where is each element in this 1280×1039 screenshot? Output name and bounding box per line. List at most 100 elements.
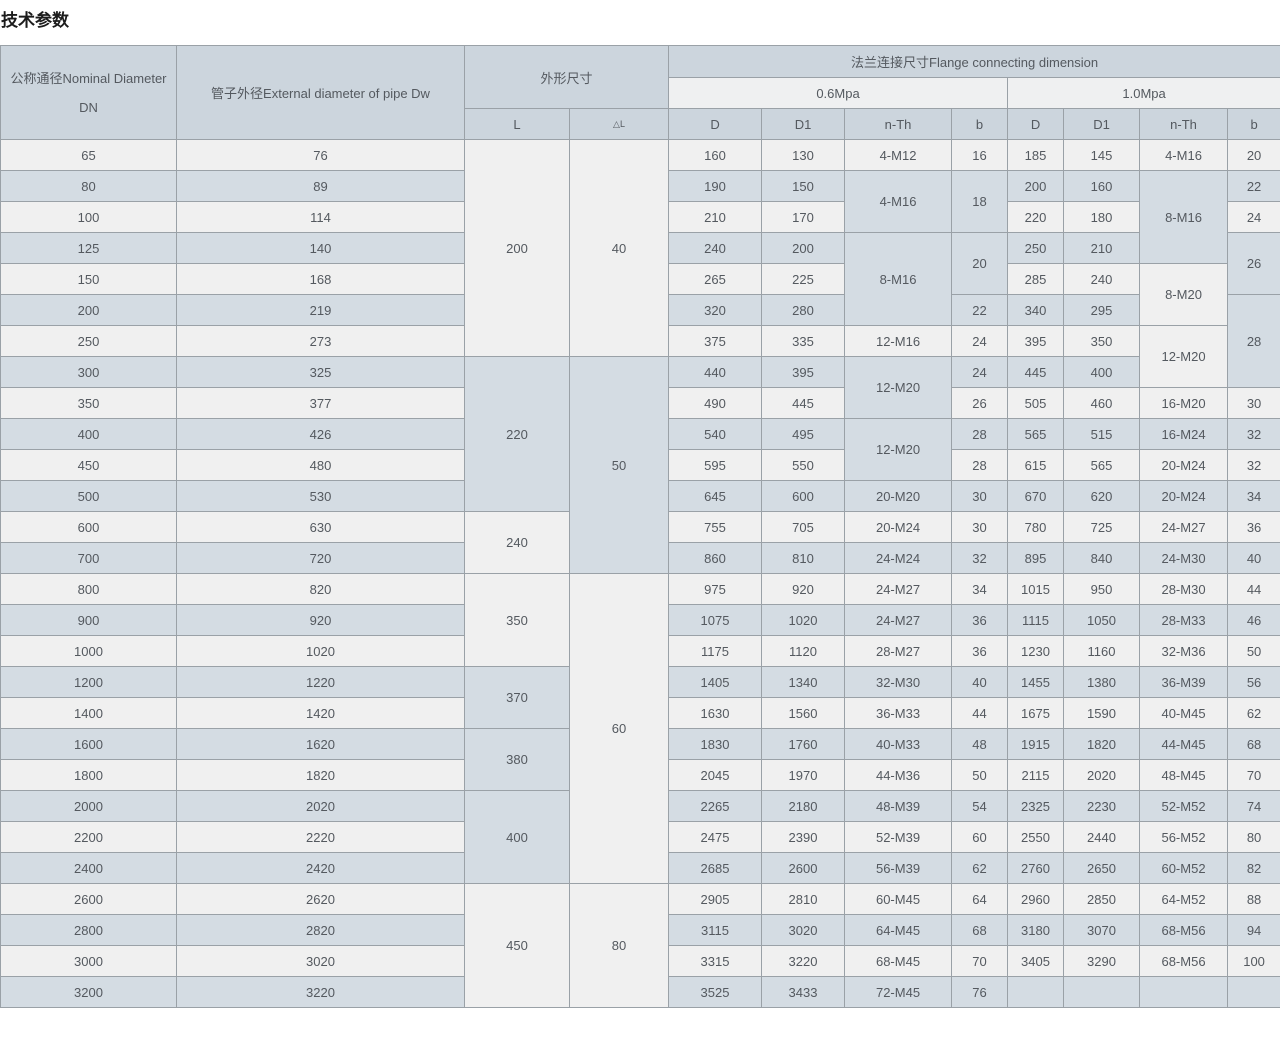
cell-p06-nTh: 68-M45 [845,946,952,977]
cell-p10-D1: 515 [1064,419,1140,450]
cell-p06-D1: 335 [762,326,845,357]
cell-p10-D1: 180 [1064,202,1140,233]
cell-p06-nTh: 44-M36 [845,760,952,791]
cell-dn: 1800 [1,760,177,791]
cell-dw: 219 [177,295,465,326]
cell-p10-D: 3405 [1008,946,1064,977]
cell-dw: 2820 [177,915,465,946]
cell-p10-b: 88 [1228,884,1280,915]
cell-p06-b: 20 [952,233,1008,295]
cell-p10-nTh: 24-M30 [1140,543,1228,574]
cell-p10-b: 46 [1228,605,1280,636]
col-header-p06-nTh: n-Th [845,109,952,140]
cell-p06-nTh: 24-M27 [845,605,952,636]
col-header-outline-dimension: 外形尺寸 [465,46,669,109]
cell-p10-D1: 350 [1064,326,1140,357]
cell-p06-D1: 225 [762,264,845,295]
cell-dn: 900 [1,605,177,636]
cell-p10-D [1008,977,1064,1008]
cell-p06-D1: 170 [762,202,845,233]
cell-p10-D1: 160 [1064,171,1140,202]
cell-p10-D1: 295 [1064,295,1140,326]
cell-p06-D1: 130 [762,140,845,171]
cell-p06-D1: 3220 [762,946,845,977]
cell-L: 370 [465,667,570,729]
cell-p06-D1: 550 [762,450,845,481]
cell-p10-nTh: 68-M56 [1140,915,1228,946]
cell-p10-nTh: 52-M52 [1140,791,1228,822]
cell-p10-D1: 3070 [1064,915,1140,946]
cell-delta-L: 60 [570,574,669,884]
cell-dw: 168 [177,264,465,295]
cell-p06-D1: 1970 [762,760,845,791]
cell-p06-b: 24 [952,326,1008,357]
cell-p10-nTh: 20-M24 [1140,450,1228,481]
cell-p10-b: 100 [1228,946,1280,977]
cell-p10-D1: 1820 [1064,729,1140,760]
cell-p06-D: 320 [669,295,762,326]
cell-dw: 89 [177,171,465,202]
cell-delta-L: 40 [570,140,669,357]
cell-p10-D1: 1380 [1064,667,1140,698]
cell-p06-nTh: 72-M45 [845,977,952,1008]
col-header-external-diameter: 管子外径External diameter of pipe Dw [177,46,465,140]
cell-p06-b: 30 [952,512,1008,543]
cell-p06-b: 62 [952,853,1008,884]
cell-dn: 125 [1,233,177,264]
cell-p06-D1: 1560 [762,698,845,729]
col-header-10mpa: 1.0Mpa [1008,78,1280,109]
cell-p06-nTh: 8-M16 [845,233,952,326]
cell-delta-L: 50 [570,357,669,574]
cell-p10-b: 28 [1228,295,1280,388]
cell-p06-nTh: 64-M45 [845,915,952,946]
cell-p10-b: 36 [1228,512,1280,543]
cell-L: 350 [465,574,570,667]
cell-p10-D: 220 [1008,202,1064,233]
cell-dw: 920 [177,605,465,636]
cell-p06-b: 34 [952,574,1008,605]
cell-p10-D: 505 [1008,388,1064,419]
cell-p06-D1: 1020 [762,605,845,636]
cell-p10-D1: 2020 [1064,760,1140,791]
cell-p06-D1: 1760 [762,729,845,760]
cell-p10-b: 80 [1228,822,1280,853]
cell-p06-nTh: 40-M33 [845,729,952,760]
cell-p10-D: 670 [1008,481,1064,512]
cell-L: 220 [465,357,570,512]
cell-p06-b: 26 [952,388,1008,419]
cell-p10-D: 2960 [1008,884,1064,915]
cell-p10-nTh: 36-M39 [1140,667,1228,698]
cell-dn: 2000 [1,791,177,822]
cell-p06-D: 645 [669,481,762,512]
cell-p10-nTh: 4-M16 [1140,140,1228,171]
cell-p06-D: 210 [669,202,762,233]
cell-p06-D: 540 [669,419,762,450]
cell-p06-nTh: 20-M24 [845,512,952,543]
cell-L: 200 [465,140,570,357]
cell-p06-D: 265 [669,264,762,295]
cell-p10-D: 780 [1008,512,1064,543]
cell-p10-D1: 145 [1064,140,1140,171]
cell-p06-D1: 1340 [762,667,845,698]
cell-p10-nTh: 28-M33 [1140,605,1228,636]
cell-p06-D: 2045 [669,760,762,791]
cell-p06-b: 30 [952,481,1008,512]
cell-dn: 2200 [1,822,177,853]
cell-p06-b: 40 [952,667,1008,698]
cell-p06-D1: 2180 [762,791,845,822]
cell-dw: 140 [177,233,465,264]
cell-dn: 2800 [1,915,177,946]
cell-dn: 700 [1,543,177,574]
cell-p06-nTh: 12-M16 [845,326,952,357]
cell-dn: 300 [1,357,177,388]
cell-p10-D: 185 [1008,140,1064,171]
cell-dw: 3220 [177,977,465,1008]
col-header-p10-nTh: n-Th [1140,109,1228,140]
col-header-flange-dimension: 法兰连接尺寸Flange connecting dimension [669,46,1280,78]
cell-dw: 630 [177,512,465,543]
cell-dn: 250 [1,326,177,357]
cell-p10-nTh: 20-M24 [1140,481,1228,512]
cell-p10-D1: 1590 [1064,698,1140,729]
cell-p06-D1: 920 [762,574,845,605]
cell-dw: 377 [177,388,465,419]
